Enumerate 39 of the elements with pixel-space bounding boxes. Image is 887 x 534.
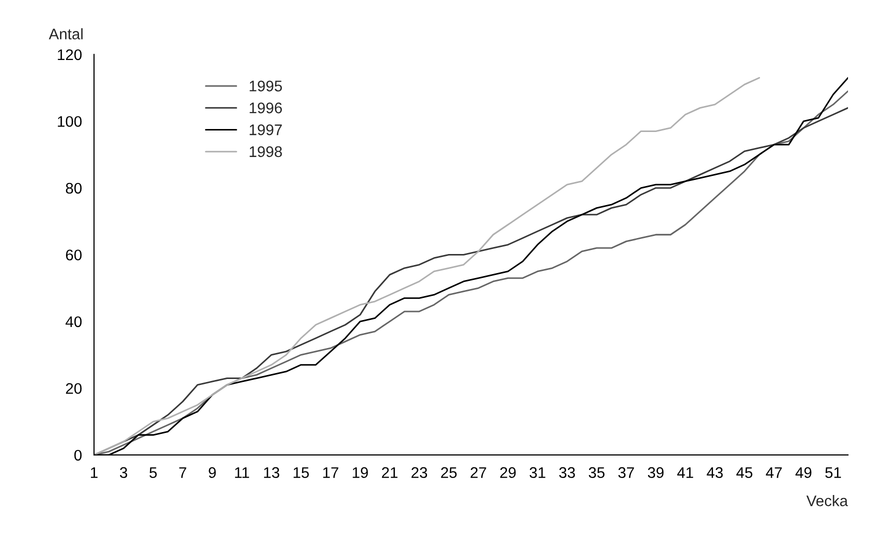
- x-tick-label: 7: [179, 467, 186, 478]
- x-tick-label: 33: [559, 467, 575, 478]
- x-tick-label: 5: [150, 467, 157, 478]
- legend-label: 1998: [250, 146, 282, 158]
- x-tick-label: 25: [441, 467, 457, 478]
- x-tick-label: 9: [208, 467, 216, 478]
- y-tick-label: 20: [66, 383, 82, 394]
- y-axis-title: Antal: [48, 28, 83, 40]
- x-tick-label: 3: [120, 467, 128, 478]
- x-tick-label: 45: [736, 467, 752, 478]
- y-tick-label: 60: [66, 250, 82, 260]
- x-tick-label: 39: [648, 467, 664, 478]
- x-tick-label: 37: [618, 467, 634, 478]
- x-tick-label: 31: [530, 467, 546, 478]
- x-tick-label: 15: [294, 467, 309, 478]
- x-tick-label: 19: [352, 467, 368, 478]
- x-tick-label: 27: [470, 467, 486, 478]
- x-tick-label: 21: [382, 467, 398, 478]
- x-tick-label: 17: [323, 467, 338, 478]
- x-tick-label: 43: [706, 467, 723, 478]
- y-tick-label: 100: [58, 116, 82, 127]
- x-tick-label: 23: [412, 467, 428, 478]
- x-tick-label: 35: [588, 467, 605, 478]
- legend-label: 1997: [250, 124, 282, 136]
- x-tick-label: 29: [500, 467, 516, 478]
- x-tick-label: 47: [766, 467, 782, 478]
- legend-label: 1995: [250, 80, 282, 92]
- y-tick-label: 120: [58, 49, 82, 60]
- y-tick-label: 0: [74, 450, 82, 461]
- y-tick-label: 80: [66, 182, 82, 194]
- x-tick-label: 11: [235, 467, 250, 478]
- x-tick-label: 1: [90, 467, 98, 478]
- x-tick-label: 51: [825, 467, 841, 478]
- y-tick-label: 40: [66, 316, 82, 328]
- x-axis-title: Vecka: [806, 495, 848, 506]
- x-tick-label: 41: [677, 467, 694, 478]
- legend-label: 1996: [250, 102, 282, 114]
- x-tick-label: 49: [795, 467, 812, 478]
- x-tick-label: 13: [264, 467, 280, 478]
